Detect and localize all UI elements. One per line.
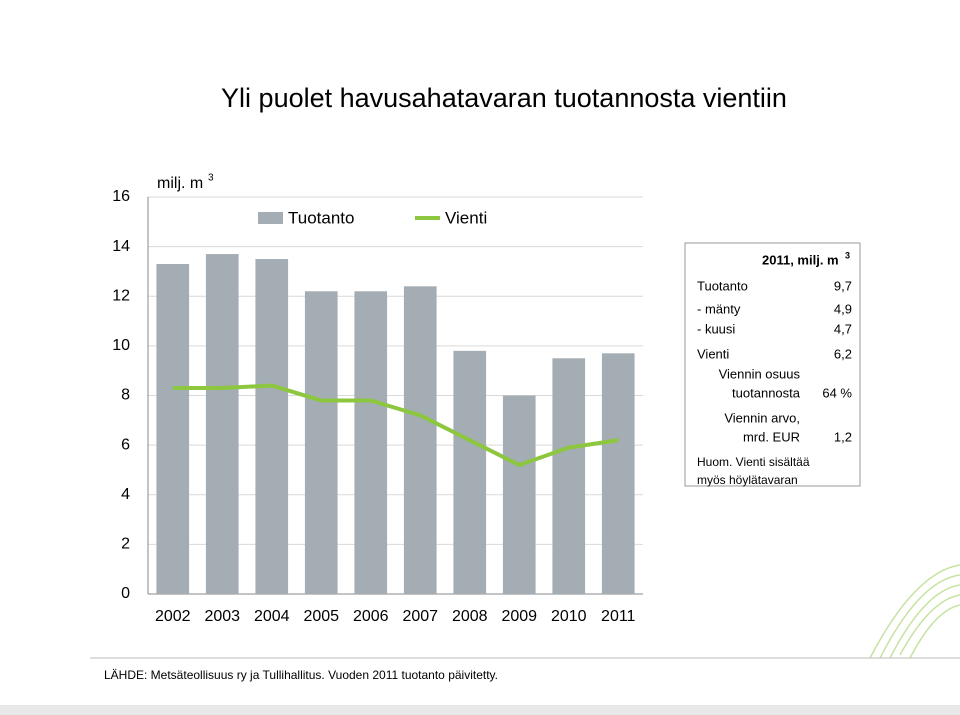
line <box>172 383 619 467</box>
bar <box>601 353 635 594</box>
y-tick-label: 4 <box>121 486 130 503</box>
y-tick-label: 6 <box>121 436 130 453</box>
x-tick-label: 2003 <box>204 608 240 625</box>
bar <box>403 286 437 594</box>
unit-label: milj. m <box>157 175 203 192</box>
x-tick-label: 2009 <box>501 608 537 625</box>
side-box <box>684 242 861 487</box>
bar <box>205 254 239 594</box>
side-value: 1,2 <box>834 429 852 444</box>
bar <box>156 263 190 594</box>
side-value: 9,7 <box>834 278 852 293</box>
title: Yli puolet havusahatavaran tuotannosta v… <box>221 83 787 113</box>
legend-swatch <box>258 212 283 224</box>
side-note: myös höylätavaran <box>697 473 798 487</box>
x-tick-label: 2004 <box>254 608 290 625</box>
side-label: Viennin osuus <box>719 366 801 381</box>
side-label: - kuusi <box>697 321 735 336</box>
side-label: Vienti <box>697 346 729 361</box>
y-tick-label: 0 <box>121 585 130 602</box>
x-tick-label: 2007 <box>402 608 438 625</box>
x-tick-label: 2005 <box>303 608 339 625</box>
side-label: - mänty <box>697 301 741 316</box>
side-value: 4,7 <box>834 321 852 336</box>
side-value: 4,9 <box>834 301 852 316</box>
side-title: 2011, milj. m <box>762 252 839 267</box>
y-tick-label: 16 <box>112 188 130 205</box>
side-label: tuotannosta <box>732 385 801 400</box>
side-value: 64 % <box>822 385 852 400</box>
source: LÄHDE: Metsäteollisuus ry ja Tullihallit… <box>104 668 498 682</box>
decoration <box>869 564 960 659</box>
bar <box>453 350 487 594</box>
footer-bar <box>0 705 960 715</box>
y-tick-label: 8 <box>121 387 130 404</box>
side-label: Tuotanto <box>697 278 748 293</box>
bar <box>304 291 338 594</box>
x-tick-label: 2008 <box>452 608 488 625</box>
bar <box>255 259 289 594</box>
bar <box>354 291 388 594</box>
y-tick-label: 12 <box>112 287 130 304</box>
bar <box>502 395 536 594</box>
x-tick-label: 2002 <box>155 608 191 625</box>
side-value: 6,2 <box>834 346 852 361</box>
y-tick-label: 10 <box>112 337 130 354</box>
x-tick-label: 2006 <box>353 608 389 625</box>
unit-sup: 3 <box>208 173 214 184</box>
side-note: Huom. Vienti sisältää <box>697 455 810 469</box>
side-label: Viennin arvo, <box>724 410 800 425</box>
bar <box>552 358 586 594</box>
y-tick-label: 2 <box>121 536 130 553</box>
side-label: mrd. EUR <box>743 429 800 444</box>
x-tick-label: 2011 <box>601 608 636 625</box>
y-tick-label: 14 <box>112 238 130 255</box>
legend-label: Vienti <box>445 208 487 227</box>
x-tick-label: 2010 <box>551 608 587 625</box>
side-title-sup: 3 <box>845 250 850 260</box>
legend-label: Tuotanto <box>288 208 354 227</box>
